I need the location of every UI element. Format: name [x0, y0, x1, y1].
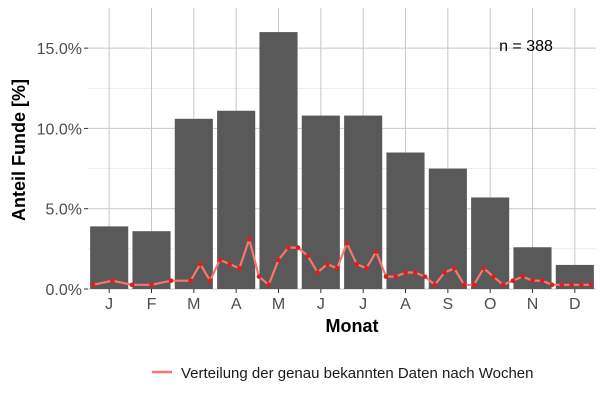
weekly-point-w12: [198, 261, 203, 267]
weekly-point-w23: [305, 253, 311, 259]
weekly-point-w9: [168, 278, 174, 283]
weekly-point-w35: [422, 274, 428, 279]
weekly-point-w47: [539, 278, 545, 283]
weekly-point-w25: [325, 261, 330, 267]
weekly-point-w40: [471, 282, 477, 288]
weekly-line-series: [90, 237, 594, 288]
weekly-point-w15: [227, 261, 232, 267]
weekly-point-w11: [188, 278, 193, 283]
weekly-point-w28: [354, 261, 359, 267]
x-tick-label: D: [569, 296, 581, 313]
y-axis-title: Anteil Funde [%]: [9, 79, 29, 221]
weekly-point-w27: [344, 241, 350, 246]
x-tick-label: A: [231, 296, 242, 313]
bar-M: [259, 32, 298, 289]
bar-M: [174, 118, 213, 290]
bar-S: [428, 168, 467, 289]
y-tick-label: 0.0%: [46, 282, 82, 299]
weekly-point-w5: [129, 282, 135, 288]
y-tick-label: 15.0%: [37, 41, 82, 58]
weekly-point-w1: [90, 282, 96, 288]
weekly-point-w29: [364, 265, 369, 271]
bar-F: [132, 231, 171, 289]
weekly-point-w36: [432, 282, 438, 288]
weekly-point-w38: [452, 265, 457, 271]
weekly-point-w20: [276, 257, 281, 263]
weekly-point-w37: [442, 270, 447, 275]
legend: Verteilung der genau bekannten Daten nac…: [152, 365, 534, 382]
x-tick-label: N: [527, 296, 539, 313]
weekly-point-w34: [412, 270, 418, 275]
weekly-point-w49: [559, 282, 565, 288]
weekly-point-w32: [393, 274, 399, 279]
x-tick-label: J: [359, 296, 367, 313]
x-tick-label: M: [272, 296, 285, 313]
bar-J: [301, 115, 340, 289]
x-tick-label: M: [187, 296, 200, 313]
weekly-point-w17: [246, 237, 252, 242]
weekly-point-w48: [549, 282, 555, 288]
weekly-point-w45: [520, 274, 526, 279]
weekly-point-w13: [207, 278, 213, 283]
weekly-point-w46: [530, 278, 535, 283]
x-tick-label: S: [442, 296, 453, 313]
weekly-point-w21: [285, 245, 291, 250]
weekly-point-w44: [510, 278, 516, 283]
weekly-point-w30: [373, 249, 379, 255]
weekly-point-w7: [149, 282, 154, 288]
x-tick-label: A: [400, 296, 411, 313]
weekly-point-w3: [110, 278, 115, 283]
weekly-point-w43: [500, 282, 506, 288]
weekly-point-w22: [295, 245, 301, 250]
x-tick-label: O: [484, 296, 496, 313]
weekly-point-w19: [266, 282, 272, 288]
sample-size-annotation: n = 388: [499, 38, 553, 55]
y-axis-ticks: 0.0% 5.0% 10.0% 15.0%: [37, 41, 88, 299]
y-tick-label: 5.0%: [46, 202, 82, 219]
weekly-point-w26: [334, 265, 340, 271]
weekly-point-w50: [569, 282, 574, 288]
weekly-point-w42: [491, 274, 496, 279]
weekly-point-w33: [403, 270, 408, 275]
weekly-point-w24: [315, 270, 320, 275]
x-axis-title: Monat: [326, 316, 379, 336]
weekly-point-w18: [256, 274, 262, 279]
bar-A: [386, 152, 425, 289]
bar-A: [217, 110, 256, 289]
legend-label: Verteilung der genau bekannten Daten nac…: [181, 365, 534, 382]
weekly-point-w14: [217, 257, 223, 263]
x-tick-label: J: [105, 296, 113, 313]
weekly-point-w16: [237, 265, 242, 271]
weekly-point-w39: [461, 282, 467, 288]
weekly-point-w52: [588, 282, 594, 288]
x-tick-label: J: [317, 296, 325, 313]
bar-J: [344, 115, 383, 289]
x-tick-label: F: [147, 296, 157, 313]
y-tick-label: 10.0%: [37, 121, 82, 138]
weekly-point-w41: [481, 265, 486, 271]
bar-series: [90, 32, 594, 290]
weekly-point-w51: [579, 282, 584, 288]
bar-J: [90, 226, 129, 289]
weekly-point-w31: [383, 274, 389, 279]
